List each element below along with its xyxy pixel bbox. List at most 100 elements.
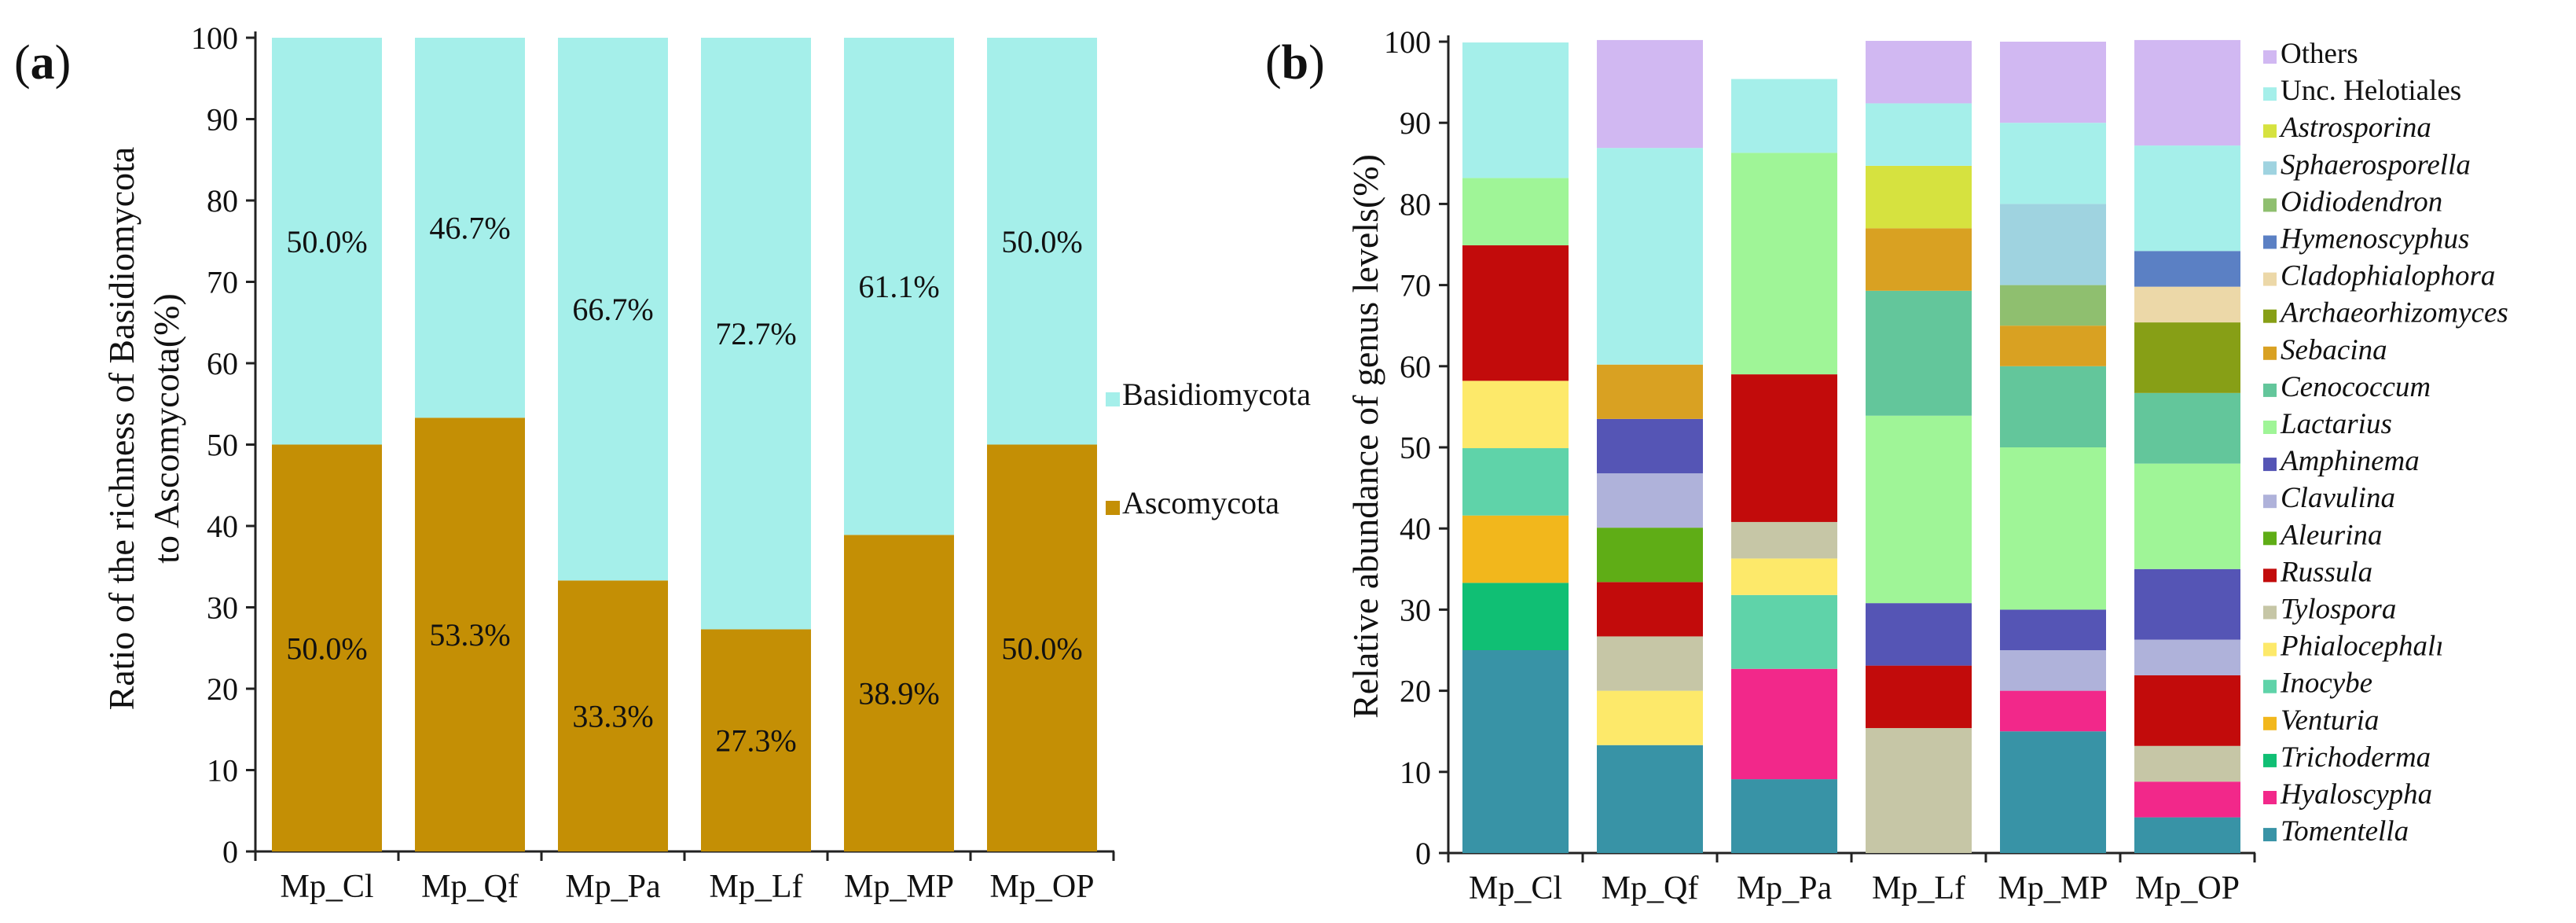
panel-a-y-tick-label: 80 (207, 183, 238, 219)
panel-a-y-tick-label: 10 (207, 753, 238, 789)
panel-b-legend-label-hyaloscypha: Hyaloscypha (2280, 778, 2432, 811)
panel-a-data-label: 27.3% (715, 723, 796, 759)
panel-b-bar-inocybe (1731, 594, 1837, 669)
panel-a-ylabel-line1: Ratio of the richness of Basidiomycota (101, 147, 141, 711)
panel-a-data-label: 50.0% (1001, 631, 1082, 666)
panel-b-legend-swatch-russula (2263, 568, 2277, 583)
panel-b-legend-label-tomentella: Tomentella (2281, 815, 2409, 848)
panel-a-legend-label-basidiomycota: Basidiomycota (1122, 377, 1311, 412)
panel-b-bar-clavulina (2134, 639, 2240, 675)
panel-b-bar-amphinema (2000, 609, 2106, 650)
panel-a-bar-ascomycota (272, 444, 382, 851)
panel-b-category-label: Mp_Lf (1872, 870, 1965, 906)
panel-b-y-tick-label: 10 (1400, 755, 1431, 790)
panel-b-bar-unc-helotiales (1597, 148, 1703, 365)
panel-b-category-label: Mp_MP (1998, 870, 2108, 906)
panel-b-bar-venturia (1462, 515, 1569, 583)
panel-b-bar-lactarius (2134, 463, 2240, 569)
panel-a-category-label: Mp_MP (844, 869, 954, 905)
panel-b-legend-swatch-oidiodendron (2263, 198, 2277, 212)
panel-b-y-tick-label: 100 (1384, 24, 1431, 60)
panel-a-y-tick-label: 60 (207, 346, 238, 381)
panel-b-bar-tomentella (1597, 745, 1703, 853)
panel-b-bar-lactarius (1462, 178, 1569, 246)
panel-b-bar-tomentella (2134, 817, 2240, 853)
panel-a-bar-basidiomycota (701, 38, 811, 630)
panel-b-bar-hyaloscypha (2000, 690, 2106, 732)
panel-a-y-tick-label: 20 (207, 671, 238, 707)
panel-b-bar-amphinema (1866, 603, 1972, 666)
panel-a-bar-basidiomycota (558, 38, 668, 581)
panel-a-bar-basidiomycota (987, 38, 1097, 445)
panel-a-category-label: Mp_Cl (280, 869, 373, 905)
panel-b-bar-phialocephala (1731, 558, 1837, 595)
panel-a-data-label: 50.0% (286, 224, 367, 259)
panel-b-y-tick-label: 50 (1400, 430, 1431, 465)
panel-b-legend-label-sebacina: Sebacina (2281, 334, 2387, 366)
panel-b-bar-tylospora (2134, 745, 2240, 782)
panel-b-bar-others (1597, 39, 1703, 149)
panel-b-legend-label-cenococcum: Cenococcum (2281, 371, 2431, 403)
panel-b-bar-amphinema (1597, 418, 1703, 474)
panel-b-legend-swatch-cenococcum (2263, 383, 2277, 397)
panel-b-category-label: Mp_OP (2135, 870, 2240, 906)
panel-b-legend-label-trichoderma: Trichoderma (2281, 741, 2431, 774)
panel-a-y-tick-label: 40 (207, 509, 238, 544)
panel-a-bar-basidiomycota (844, 38, 954, 535)
panel-b-legend-label-cladophialophora: Cladophialophora (2281, 260, 2495, 292)
panel-b-bar-tomentella (1731, 779, 1837, 853)
panel-b-bar-lactarius (2000, 447, 2106, 610)
panel-b-bar-russula (2134, 675, 2240, 746)
panel-a-data-label: 33.3% (572, 699, 653, 734)
panel-b-bar-unc-helotiales (2134, 145, 2240, 252)
panel-a-y-tick-label: 90 (207, 102, 238, 138)
panel-b-y-tick-label: 30 (1400, 592, 1431, 627)
panel-b-legend-label-amphinema: Amphinema (2278, 445, 2420, 477)
panel-b-bar-cladophialophora (2134, 286, 2240, 323)
panel-a-ylabel-line2: to Ascomycota(%) (146, 293, 186, 564)
panel-b-y-tick-label: 80 (1400, 186, 1431, 222)
panel-b-legend-label-inocybe: Inocybe (2280, 667, 2372, 700)
panel-a-legend-swatch-basidiomycota (1106, 392, 1120, 406)
panel-b-bar-archaeorhizomyces (2134, 322, 2240, 393)
panel-b-legend-swatch-amphinema (2263, 458, 2277, 472)
panel-b-bar-unc-helotiales (1462, 42, 1569, 178)
panel-b-bar-tylospora (1597, 636, 1703, 691)
panel-b-bar-astrosporina (1866, 165, 1972, 229)
panel-b-bar-cenococcum (2134, 392, 2240, 464)
panel-b-bar-lactarius (1731, 153, 1837, 375)
panel-b-bar-unc-helotiales (1731, 79, 1837, 153)
panel-a-bar-basidiomycota (272, 38, 382, 445)
panel-b-bar-sphaerosporella (2000, 204, 2106, 285)
panel-b-bar-russula (1866, 665, 1972, 729)
panel-b-legend-swatch-lactarius (2263, 421, 2277, 434)
panel-b-legend-swatch-hyaloscypha (2263, 791, 2277, 804)
panel-b-legend-swatch-inocybe (2263, 679, 2277, 693)
panel-b-bar-clavulina (1597, 473, 1703, 528)
panel-b-label: (b) (1265, 36, 1325, 90)
panel-b-legend-label-tylospora: Tylospora (2281, 594, 2396, 626)
panel-b-bar-cenococcum (2000, 366, 2106, 447)
panel-a-y-tick-label: 0 (222, 834, 238, 870)
panel-b-category-label: Mp_Qf (1602, 870, 1699, 906)
panel-a-chart: 0 10 20 30 40 50 60 70 80 90 100 Mp_Cl Mp_Qf Mp_Pa Mp_… (191, 20, 1311, 905)
panel-a-legend-label-ascomycota: Ascomycota (1122, 485, 1279, 520)
panel-b-legend-swatch-hymenoscyphus (2263, 235, 2277, 249)
panel-a-data-label: 72.7% (715, 316, 796, 351)
panel-b-legend-swatch-sphaerosporella (2263, 161, 2277, 175)
panel-a-data-label: 66.7% (572, 292, 653, 327)
panel-b-legend-label-sphaerosporella: Sphaerosporella (2281, 149, 2471, 181)
panel-b-legend-swatch-others (2263, 50, 2277, 64)
panel-b-legend-swatch-venturia (2263, 716, 2277, 730)
panel-b-bar-sebacina (1866, 228, 1972, 291)
panel-b-bar-russula (1731, 374, 1837, 522)
panel-a-data-label: 50.0% (286, 631, 367, 666)
panel-a-bar-ascomycota (558, 580, 668, 851)
panel-a-y-tick-label: 30 (207, 590, 238, 626)
panel-b-bar-oidiodendron (2000, 285, 2106, 326)
panel-b-legend-swatch-astrosporina (2263, 124, 2277, 138)
panel-b-bar-sebacina (1597, 364, 1703, 419)
panel-b-ylabel: Relative abundance of genus levels(%) (1345, 154, 1385, 719)
panel-b-legend-label-clavulina: Clavulina (2281, 482, 2395, 514)
